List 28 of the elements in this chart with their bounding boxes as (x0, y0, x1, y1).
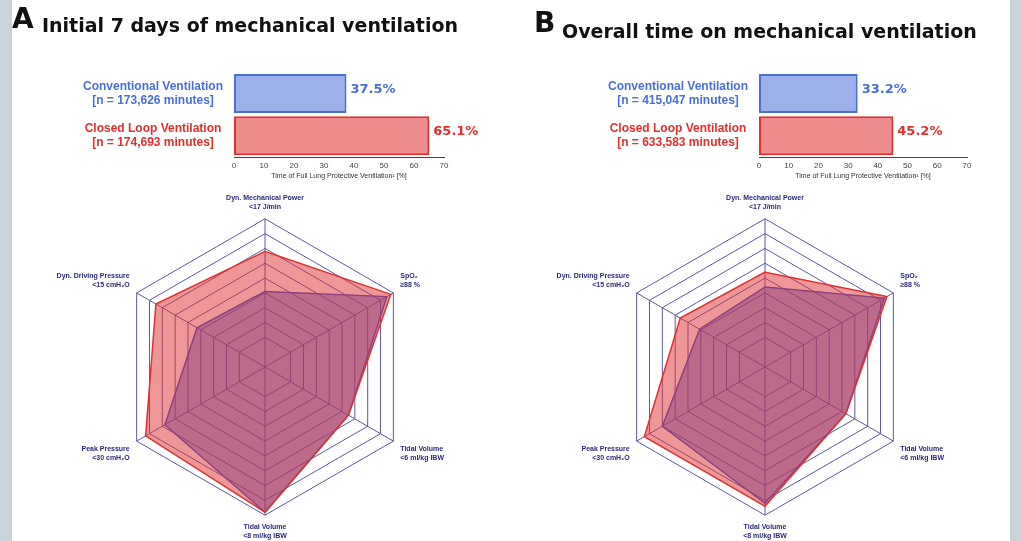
data-label: 65.1% (433, 123, 479, 139)
x-tick-label: 40 (349, 161, 359, 170)
chart-title: Overall time on mechanical ventilation (562, 20, 977, 42)
x-tick-label: 50 (379, 161, 389, 170)
chart-title: Initial 7 days of mechanical ventilation (42, 14, 459, 36)
x-tick-label: 20 (813, 161, 824, 170)
x-tick-label: 30 (319, 161, 329, 170)
x-tick-label: 0 (231, 161, 237, 170)
text: A (12, 2, 34, 35)
x-tick-label: 70 (439, 161, 449, 170)
x-tick-label: 40 (873, 161, 883, 170)
x-tick-label: 50 (903, 161, 913, 170)
data-label: 37.5% (350, 80, 396, 96)
y-tick-label: Conventional Ventilation [n = 415,047 minutes] (607, 78, 748, 108)
x-tick-label: 10 (784, 161, 794, 170)
y-tick-label: Closed Loop Ventilation [n = 174,693 minutes] (84, 120, 222, 150)
x-tick-label: 60 (932, 161, 943, 170)
y-tick-label: Closed Loop Ventilation [n = 633,583 minutes] (609, 120, 747, 150)
data-label: 45.2% (897, 123, 943, 139)
x-tick-label: 30 (843, 161, 854, 170)
x-tick-label: 0 (756, 161, 762, 170)
x-tick-label: 20 (289, 161, 299, 170)
x-tick-label: 60 (409, 161, 419, 170)
x-tick-label: 10 (259, 161, 269, 170)
y-tick-label: Conventional Ventilation [n = 173,626 minutes] (82, 78, 223, 108)
text: B (534, 6, 556, 39)
data-label: 33.2% (861, 80, 907, 96)
x-tick-label: 70 (962, 161, 972, 170)
